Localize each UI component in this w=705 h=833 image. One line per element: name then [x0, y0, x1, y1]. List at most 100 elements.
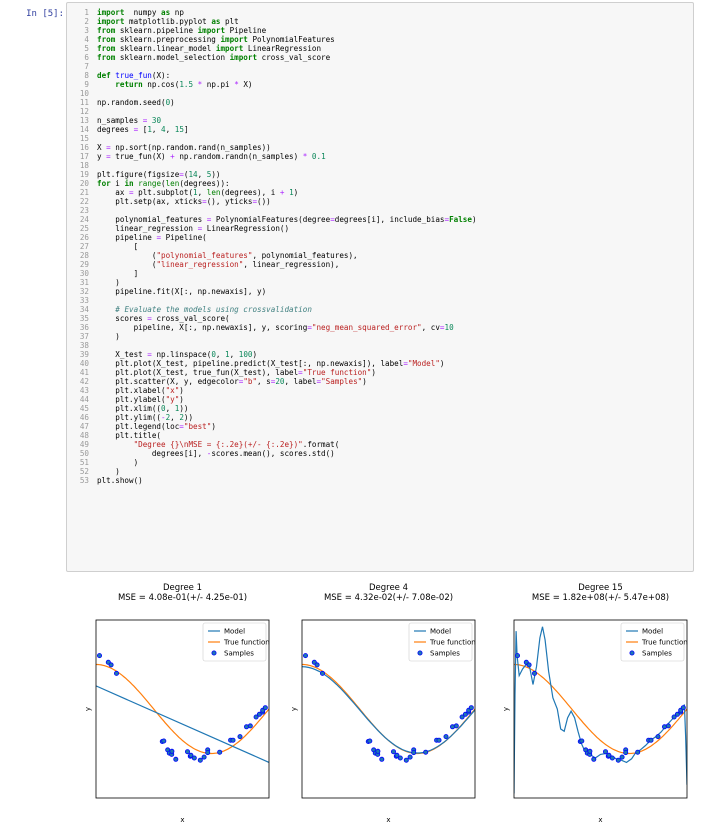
- code-token: (: [183, 170, 189, 179]
- line-number: 20: [79, 179, 89, 188]
- sample-point: [197, 757, 203, 763]
- code-line: 46 plt.ylim((-2, 2)): [67, 413, 477, 422]
- code-token: as: [161, 8, 171, 17]
- code-token: (degrees), i: [220, 188, 280, 197]
- code-token: in: [124, 179, 134, 188]
- code-line: 9 return np.cos(1.5 * np.pi * X): [67, 80, 477, 89]
- sample-point: [96, 653, 102, 659]
- code-line: 15: [67, 134, 477, 143]
- code-token: plt.xlim((: [97, 404, 162, 413]
- code-token: import: [215, 44, 244, 53]
- code-token: np.linspace(: [151, 350, 212, 359]
- code-line: 52 ): [67, 467, 477, 476]
- code-token: =: [197, 224, 203, 233]
- code-token: 1.5: [179, 80, 194, 89]
- line-number: 52: [79, 467, 89, 476]
- legend-label: True function: [429, 639, 476, 647]
- code-token: "b": [243, 377, 258, 386]
- code-line: 36 pipeline, X[:, np.newaxis], y, scorin…: [67, 323, 477, 332]
- sample-point: [579, 738, 585, 744]
- code-token: ): [293, 188, 299, 197]
- legend-samples-swatch: [211, 650, 217, 656]
- line-number: 5: [84, 44, 89, 53]
- sample-point: [108, 662, 114, 668]
- code-token: ,: [215, 350, 226, 359]
- line-number: 4: [84, 35, 89, 44]
- line-number: 38: [79, 341, 89, 350]
- code-token: X): [238, 80, 253, 89]
- sample-point: [606, 752, 612, 758]
- sample-point: [619, 754, 625, 760]
- line-number: 25: [79, 224, 89, 233]
- code-token: for: [97, 179, 111, 188]
- sample-point: [462, 711, 468, 717]
- code-token: 1: [174, 404, 180, 413]
- code-token: degrees[i], include_bias: [334, 215, 445, 224]
- code-token: # Evaluate the models using crossvalidat…: [115, 305, 312, 314]
- code-token: , label: [284, 377, 317, 386]
- line-number: 16: [79, 143, 89, 152]
- sample-point: [674, 711, 680, 717]
- code-line: 25 linear_regression = LinearRegression(…: [67, 224, 477, 233]
- code-token: =: [147, 350, 152, 359]
- code-token: ,: [170, 413, 180, 422]
- code-cell[interactable]: 1 import numpy as np 2 import matplotlib.py…: [66, 2, 694, 572]
- line-number: 49: [79, 440, 89, 449]
- cell-output: Degree 1 MSE = 4.08e-01(+/- 4.25e-01) Mode…: [82, 578, 692, 828]
- code-token: (: [97, 260, 157, 269]
- code-token: =: [179, 422, 184, 431]
- line-number: 26: [79, 233, 89, 242]
- sample-point: [253, 714, 259, 720]
- code-token: 14: [188, 170, 198, 179]
- code-token: def: [97, 71, 111, 80]
- x-axis-label: x: [386, 816, 390, 824]
- code-token: ]: [183, 125, 189, 134]
- code-token: from: [97, 53, 116, 62]
- code-token: ,: [229, 350, 239, 359]
- sample-point: [443, 734, 449, 740]
- code-token: plt.scatter(X, y, edgecolor: [97, 377, 239, 386]
- sample-point: [185, 749, 191, 755]
- code-line: 51 ): [67, 458, 477, 467]
- code-token: =: [147, 314, 152, 323]
- code-token: import: [229, 53, 258, 62]
- code-line: 8 def true_fun(X):: [67, 71, 477, 80]
- line-number: 44: [79, 395, 89, 404]
- code-token: -: [161, 413, 166, 422]
- code-token: =: [206, 215, 212, 224]
- code-token: 5: [206, 170, 212, 179]
- code-token: 0: [211, 350, 216, 359]
- true-function-line: [96, 663, 269, 755]
- line-number: 42: [79, 377, 89, 386]
- sample-point: [169, 748, 175, 754]
- sample-point: [615, 757, 621, 763]
- code-line: 4 from sklearn.preprocessing import Polyn…: [67, 35, 477, 44]
- plot-subtitle: MSE = 4.08e-01(+/- 4.25e-01): [118, 593, 247, 603]
- code-token: plt.plot(X_test, true_fun(X_test), label: [97, 368, 299, 377]
- sample-point: [114, 670, 120, 676]
- code-token: =: [330, 215, 335, 224]
- code-line: 33: [67, 296, 477, 305]
- code-token: [: [138, 125, 148, 134]
- code-token: *: [197, 80, 203, 89]
- line-number: 7: [84, 62, 89, 71]
- sample-point: [375, 748, 381, 754]
- code-editor[interactable]: 1 import numpy as np 2 import matplotlib.py…: [67, 8, 477, 485]
- line-number: 27: [79, 242, 89, 251]
- code-token: =: [129, 188, 134, 197]
- code-line: 28 ("polynomial_features", polynomial_fe…: [67, 251, 477, 260]
- cell-prompt: In [5]:: [26, 9, 64, 19]
- code-token: )): [211, 170, 221, 179]
- legend-label: Samples: [430, 650, 460, 658]
- code-line: 27 [: [67, 242, 477, 251]
- code-token: import: [220, 35, 248, 44]
- code-token: plt.legend(loc: [97, 422, 180, 431]
- code-token: 10: [444, 323, 454, 332]
- code-token: =: [156, 233, 162, 242]
- code-line: 7: [67, 62, 477, 71]
- code-token: plt.plot(X_test, pipeline.predict(X_test…: [97, 359, 404, 368]
- code-token: (degrees)):: [179, 179, 230, 188]
- code-line: 30 ]: [67, 269, 477, 278]
- code-token: , linear_regression),: [243, 260, 340, 269]
